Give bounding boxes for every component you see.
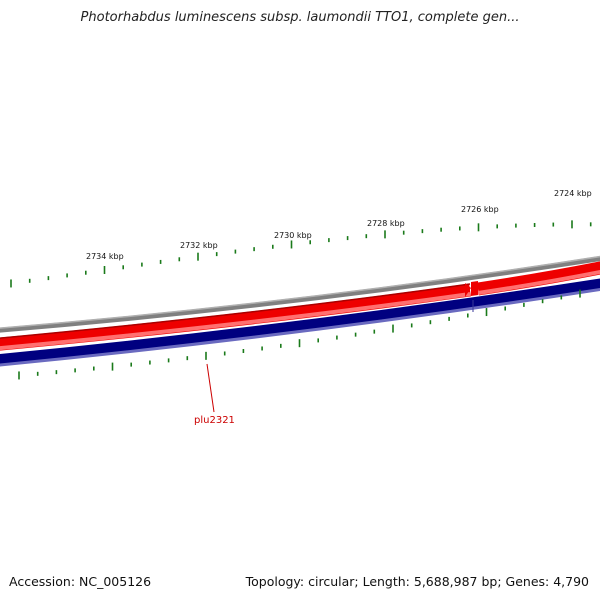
forward-cds-arrowhead <box>471 281 478 296</box>
inner-tick-marks <box>18 289 581 380</box>
reverse-cds-feature-shade <box>0 288 600 367</box>
forward-cds-feature-right[interactable] <box>477 261 600 296</box>
map-title: Photorhabdus luminescens subsp. laumondi… <box>80 10 520 25</box>
tick-label-2734: 2734 kbp <box>86 252 124 261</box>
tick-label-2732: 2732 kbp <box>180 241 218 250</box>
reverse-cds-feature[interactable] <box>0 278 600 367</box>
tick-label-2730: 2730 kbp <box>274 231 312 240</box>
tick-label-2726: 2726 kbp <box>461 205 499 214</box>
forward-cds-feature-left-shade <box>0 292 471 351</box>
outer-tick-marks <box>10 220 592 288</box>
tick-label-2724: 2724 kbp <box>554 189 592 198</box>
genome-summary-text: Topology: circular; Length: 5,688,987 bp… <box>245 574 589 589</box>
backbone-ring <box>0 256 600 333</box>
tick-label-2728: 2728 kbp <box>367 219 405 228</box>
forward-cds-feature-left-edge <box>0 283 471 339</box>
feature-label-line <box>206 363 215 413</box>
forward-cds-arrow-tip <box>465 283 471 297</box>
feature-label-plu2321[interactable]: plu2321 <box>194 415 235 426</box>
accession-text: Accession: NC_005126 <box>9 574 152 589</box>
backbone-highlight <box>0 255 600 329</box>
forward-cds-feature-right-shade <box>477 269 600 295</box>
forward-cds-feature-left[interactable] <box>0 283 471 351</box>
